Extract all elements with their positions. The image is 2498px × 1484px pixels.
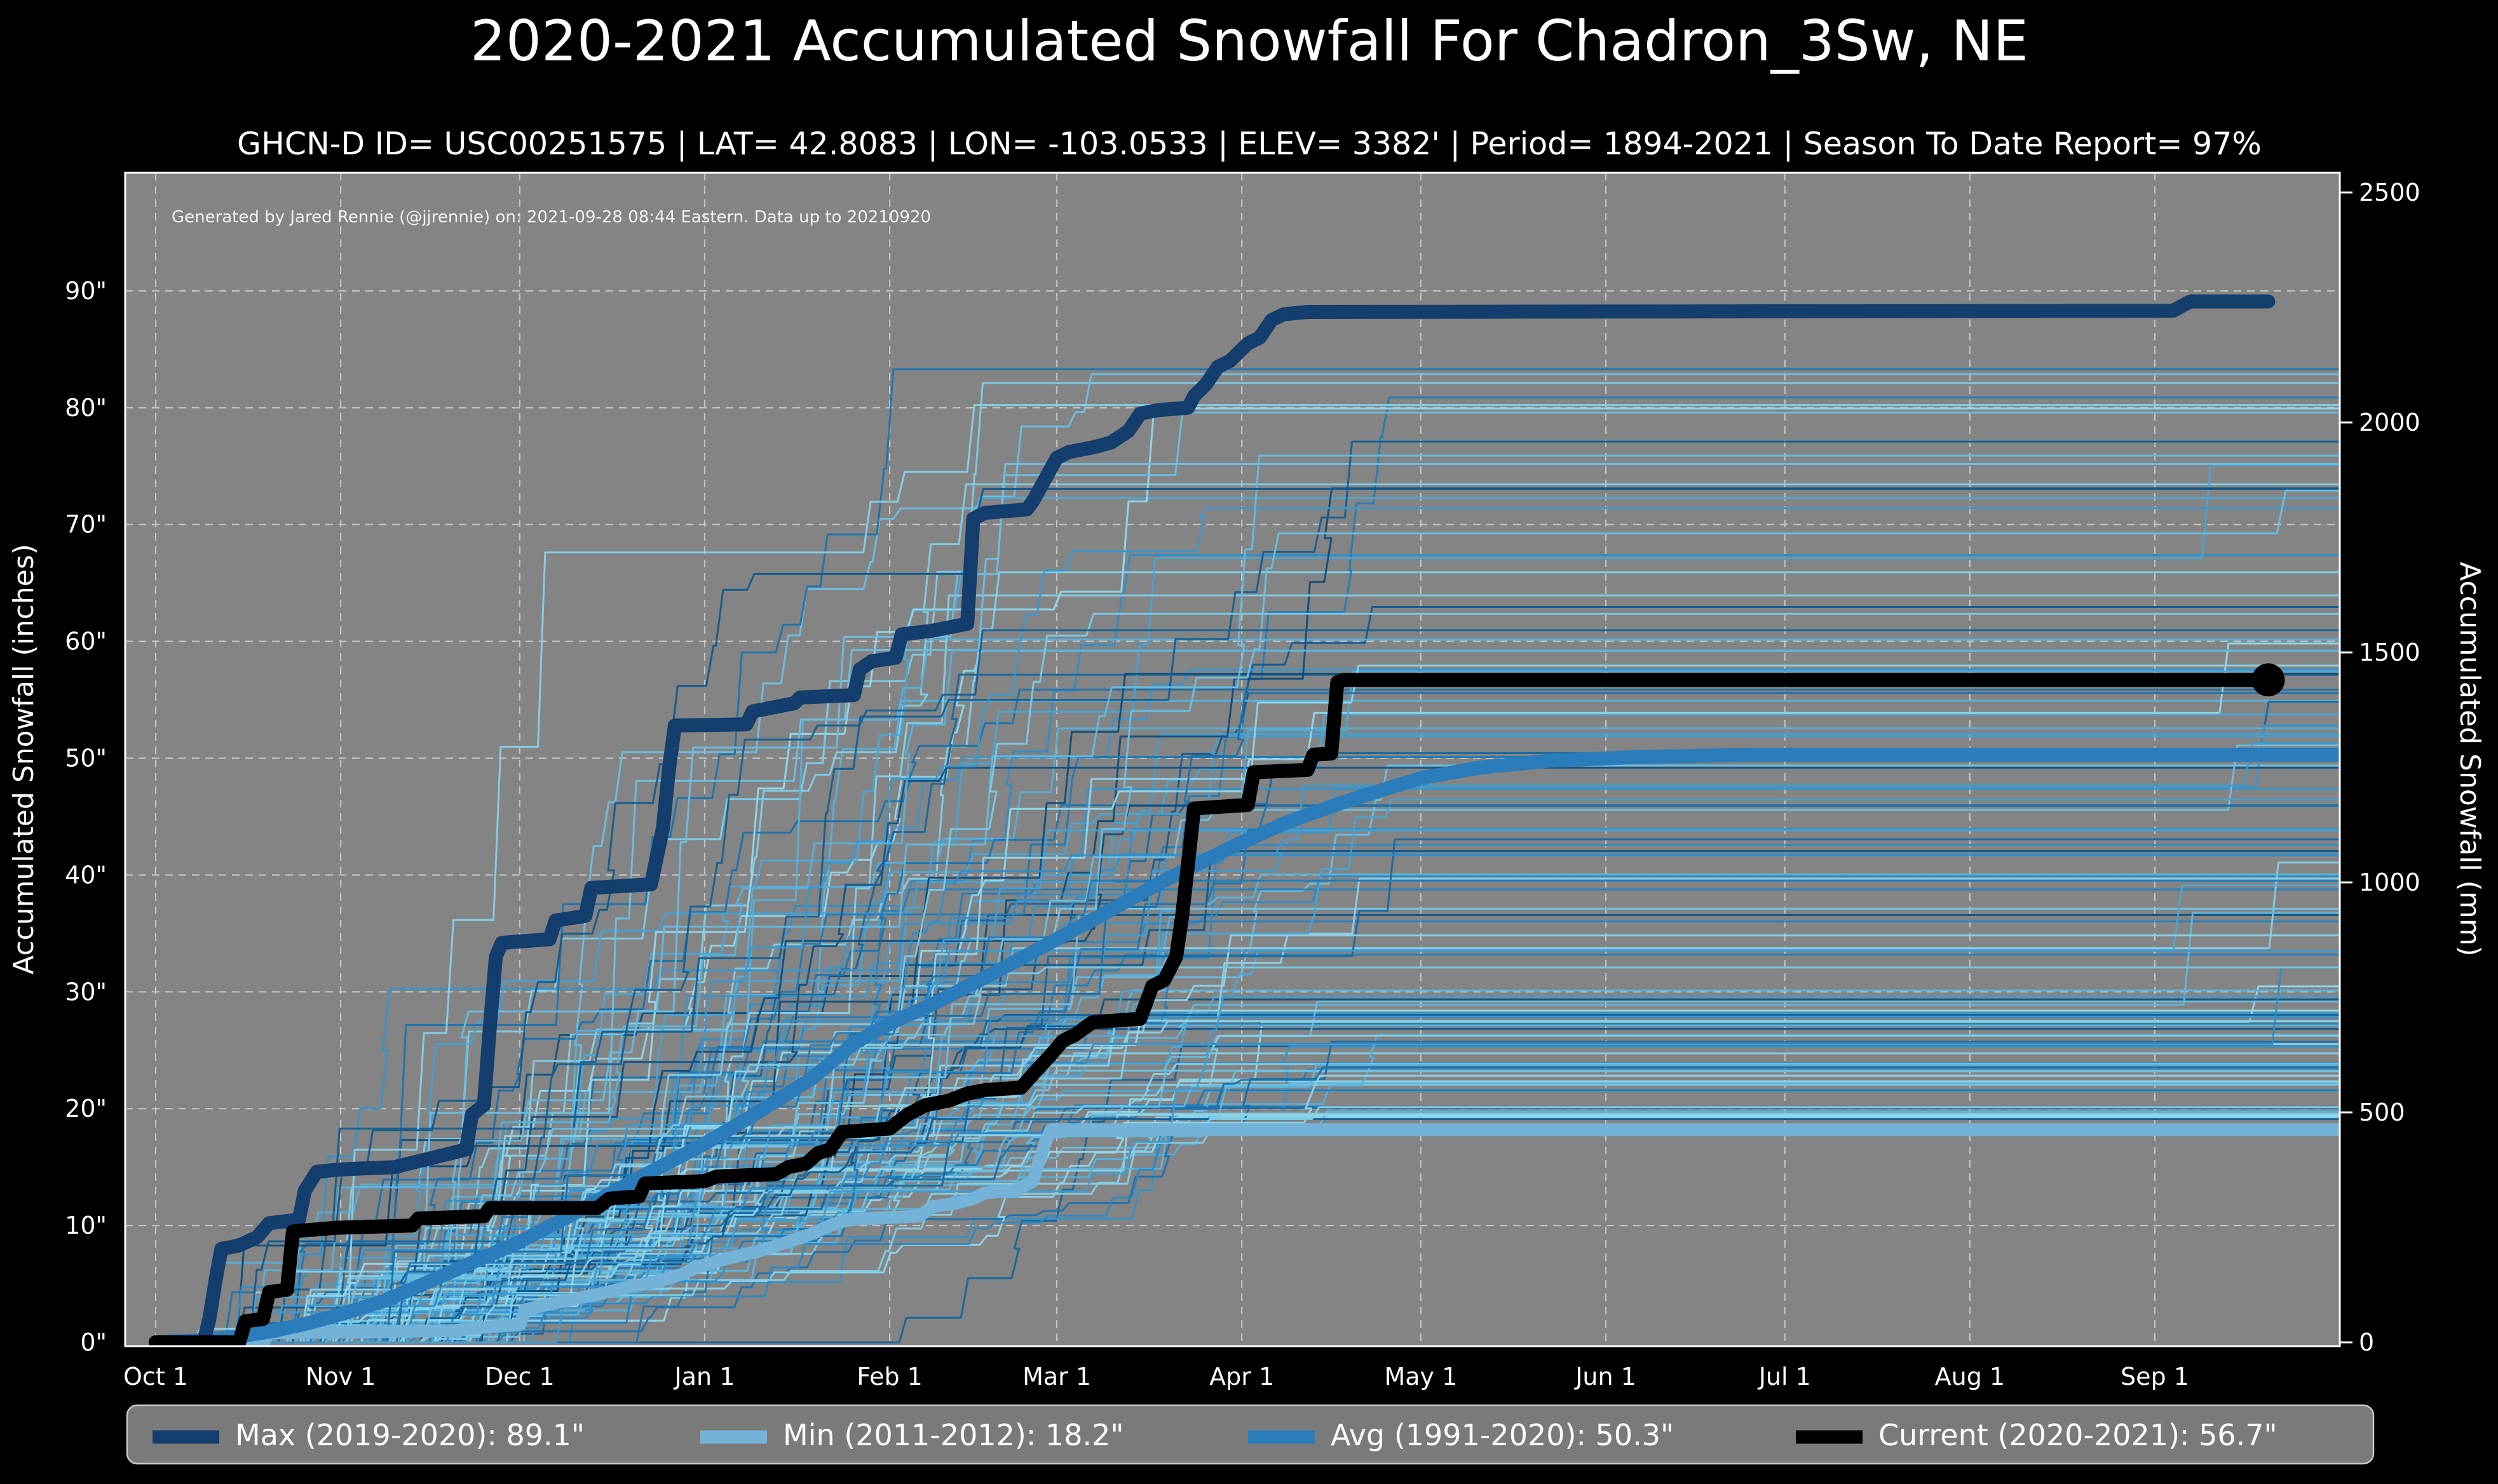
bg-season-line bbox=[156, 1106, 2340, 1344]
plot-border-spines bbox=[124, 172, 2341, 1347]
bg-season-line bbox=[156, 756, 2340, 1344]
x-tick-label: Dec 1 bbox=[485, 1363, 555, 1391]
x-tick-label: Sep 1 bbox=[2121, 1363, 2189, 1391]
bg-season-line bbox=[156, 1043, 2340, 1344]
bg-season-line bbox=[156, 554, 2340, 1344]
legend-label-min: Min (2011-2012): 18.2" bbox=[783, 1418, 1124, 1452]
bg-season-line bbox=[156, 1009, 2340, 1344]
y-tick-label-inches: 10" bbox=[65, 1211, 107, 1239]
avg-series-line bbox=[149, 748, 2340, 1346]
legend-label-current: Current (2020-2021): 56.7" bbox=[1878, 1418, 2277, 1452]
bg-season-line bbox=[156, 464, 2340, 1344]
x-tick-label: Mar 1 bbox=[1022, 1363, 1091, 1391]
bg-season-line bbox=[156, 804, 2340, 1344]
bg-season-line bbox=[156, 853, 2340, 1344]
bg-season-line bbox=[156, 699, 2340, 1344]
bg-season-line bbox=[156, 649, 2340, 1344]
bg-season-line bbox=[156, 1014, 2340, 1344]
y-tick-label-inches: 70" bbox=[65, 511, 107, 539]
y-tick-label-mm: 0 bbox=[2359, 1328, 2374, 1356]
y-tick-label-inches: 20" bbox=[65, 1095, 107, 1123]
bg-season-line bbox=[156, 1066, 2340, 1344]
y-tick-label-inches: 30" bbox=[65, 978, 107, 1006]
x-tick-label: Jun 1 bbox=[1574, 1363, 1636, 1391]
y-tick-label-inches: 0" bbox=[80, 1328, 107, 1356]
y-axis-label-mm: Accumulated Snowfall (mm) bbox=[2454, 562, 2486, 956]
bg-season-line bbox=[156, 1114, 2340, 1344]
bg-season-line bbox=[156, 1118, 2340, 1344]
current-series-line bbox=[149, 673, 2276, 1346]
x-tick-label: May 1 bbox=[1384, 1363, 1457, 1391]
bg-season-line bbox=[156, 838, 2340, 1344]
y-tick-label-inches: 90" bbox=[65, 277, 107, 305]
y-tick-label-mm: 1500 bbox=[2359, 638, 2420, 666]
legend-label-avg: Avg (1991-2020): 50.3" bbox=[1331, 1418, 1674, 1452]
chart-title: 2020-2021 Accumulated Snowfall For Chadr… bbox=[470, 8, 2028, 74]
y-tick-label-inches: 60" bbox=[65, 628, 107, 656]
y-tick-label-mm: 500 bbox=[2359, 1098, 2405, 1126]
max-series-line bbox=[149, 294, 2276, 1346]
bg-season-line bbox=[156, 966, 2340, 1344]
bg-season-line bbox=[156, 483, 2340, 1344]
bg-season-line bbox=[156, 861, 2340, 1344]
chart-subtitle: GHCN-D ID= USC00251575 | LAT= 42.8083 | … bbox=[237, 126, 2262, 162]
bg-season-line bbox=[156, 1124, 2340, 1344]
y-tick-label-mm: 1000 bbox=[2359, 868, 2420, 896]
bg-season-line bbox=[156, 912, 2340, 1344]
y-tick-label-inches: 80" bbox=[65, 394, 107, 422]
bg-season-line bbox=[156, 454, 2340, 1344]
bg-season-line bbox=[156, 373, 2340, 1344]
min-series-line bbox=[149, 1123, 2340, 1346]
y-tick-label-mm: 2500 bbox=[2359, 179, 2420, 206]
main-series bbox=[149, 294, 2340, 1346]
axes: 0" 10" 20" 30" 40" 50" 60" 70" 80" 90" 0 500 1000 150… bbox=[65, 179, 2420, 1391]
bg-season-line bbox=[156, 692, 2340, 1344]
bg-season-line bbox=[156, 804, 2340, 1344]
legend-label-max: Max (2019-2020): 89.1" bbox=[235, 1418, 585, 1452]
bg-season-line bbox=[156, 995, 2340, 1344]
x-tick-label: Oct 1 bbox=[123, 1363, 188, 1391]
x-tick-label: Jan 1 bbox=[674, 1363, 735, 1391]
y-tick-label-inches: 50" bbox=[65, 745, 107, 772]
x-tick-label: Aug 1 bbox=[1935, 1363, 2005, 1391]
bg-season-line bbox=[156, 727, 2340, 1344]
x-tick-label: Nov 1 bbox=[306, 1363, 376, 1391]
bg-season-line bbox=[156, 404, 2340, 1344]
bg-season-line bbox=[156, 440, 2340, 1344]
x-tick-label: Jul 1 bbox=[1758, 1363, 1811, 1391]
bg-season-line bbox=[156, 507, 2340, 1344]
y-tick-label-mm: 2000 bbox=[2359, 408, 2420, 436]
x-tick-label: Feb 1 bbox=[857, 1363, 923, 1391]
bg-season-line bbox=[156, 788, 2340, 1344]
y-axis-label-inches: Accumulated Snowfall (inches) bbox=[8, 544, 40, 975]
bg-season-line bbox=[156, 489, 2340, 1344]
current-endpoint-marker bbox=[2251, 663, 2285, 697]
bg-season-line bbox=[156, 1045, 2340, 1344]
x-tick-label: Apr 1 bbox=[1209, 1363, 1274, 1391]
bg-season-line bbox=[156, 742, 2340, 1344]
generated-by-note: Generated by Jared Rennie (@jjrennie) on… bbox=[172, 208, 931, 227]
bg-season-line bbox=[156, 407, 2340, 1344]
legend: Max (2019-2020): 89.1" Min (2011-2012): 1… bbox=[126, 1404, 2375, 1465]
y-tick-label-inches: 40" bbox=[65, 861, 107, 889]
